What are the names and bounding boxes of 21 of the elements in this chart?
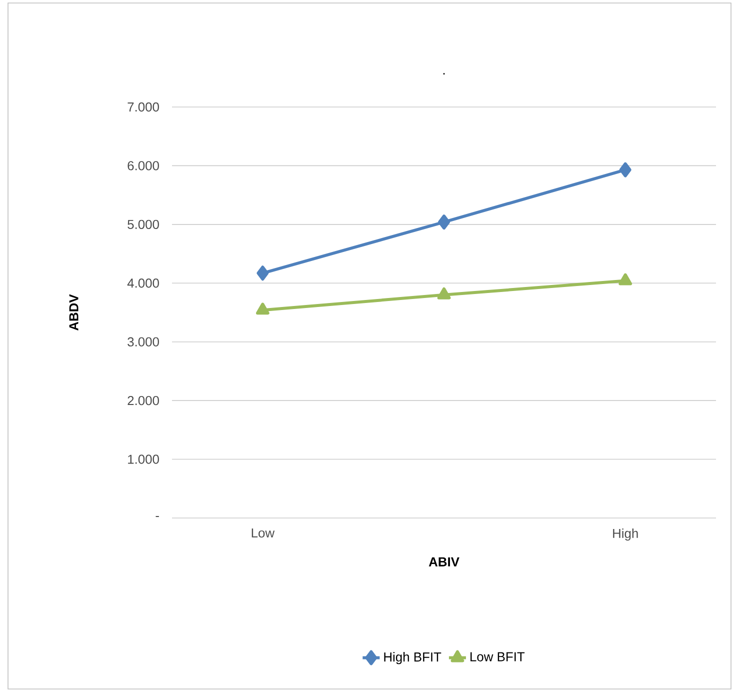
legend-label: Low BFIT	[470, 652, 525, 662]
y-tick-label: 1.000	[128, 454, 159, 464]
y-tick-label: 4.000	[127, 278, 159, 288]
y-tick-label: 3.000	[128, 337, 159, 346]
y-tick-label: 7.000	[128, 102, 159, 112]
x-tick-label: Low	[252, 528, 275, 538]
x-axis-title: ABIV	[428, 557, 460, 566]
point	[438, 214, 450, 230]
point	[256, 302, 270, 315]
chart-title: .	[443, 73, 445, 74]
point	[618, 273, 632, 286]
legend-label: High BFIT	[384, 652, 442, 664]
y-tick-label: 2.000	[128, 396, 159, 406]
y-axis-title: ABDV	[69, 294, 78, 331]
point	[437, 287, 451, 300]
x-tick-label: High	[613, 528, 638, 541]
y-tick-label: 6.000	[128, 161, 159, 170]
point	[619, 162, 632, 178]
y-tick-label: -	[156, 516, 159, 518]
point	[256, 266, 269, 281]
y-tick-label: 5.000	[128, 220, 159, 229]
